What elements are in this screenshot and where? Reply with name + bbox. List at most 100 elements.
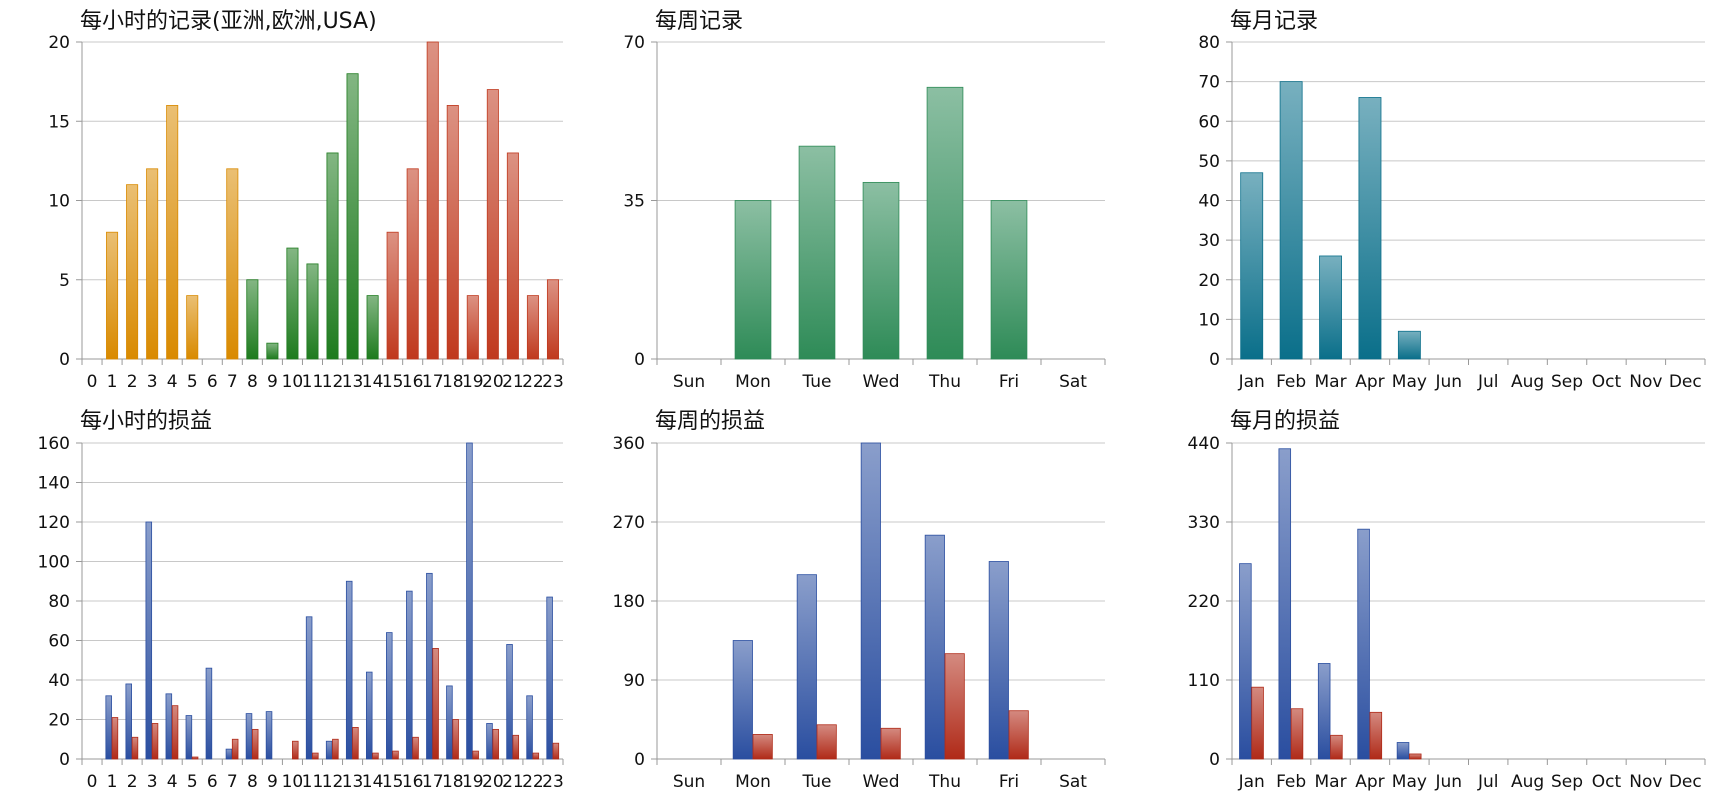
x-tick-label: 4 (167, 372, 178, 392)
x-tick-label: 23 (542, 372, 564, 392)
bar (386, 231, 399, 360)
x-tick-label: 20 (482, 772, 504, 792)
bar (506, 644, 513, 760)
bar (225, 748, 233, 760)
x-tick-label: May (1392, 772, 1427, 792)
x-tick-label: Wed (862, 772, 899, 792)
y-tick-label: 70 (623, 33, 645, 53)
x-tick-label: 2 (127, 372, 138, 392)
bar (251, 728, 259, 760)
x-tick-label: Sat (1059, 772, 1087, 792)
x-tick-label: 17 (422, 372, 444, 392)
x-tick-label: 15 (382, 372, 404, 392)
x-tick-label: Aug (1511, 772, 1544, 792)
bar (185, 715, 193, 760)
x-tick-label: Oct (1592, 372, 1622, 392)
bar (734, 200, 772, 360)
y-tick-label: 40 (1198, 192, 1220, 212)
y-tick-label: 360 (613, 434, 645, 454)
bar (1278, 448, 1292, 760)
bar (466, 295, 479, 360)
x-tick-label: 7 (227, 372, 238, 392)
x-tick-label: Feb (1276, 372, 1306, 392)
bar (1008, 710, 1029, 760)
bar (131, 736, 139, 760)
x-tick-label: 23 (542, 772, 564, 792)
bar (345, 580, 353, 760)
bar (486, 89, 499, 360)
bar (926, 86, 964, 360)
x-tick-label: 22 (522, 772, 544, 792)
bar (752, 734, 773, 760)
x-tick-label: Apr (1355, 772, 1384, 792)
x-tick-label: 21 (502, 372, 524, 392)
x-tick-label: Thu (928, 372, 961, 392)
bar (292, 740, 299, 760)
bar (125, 683, 132, 760)
x-tick-label: Mar (1315, 772, 1347, 792)
x-tick-label: 1 (107, 772, 118, 792)
x-tick-label: 6 (207, 772, 218, 792)
bar (151, 723, 159, 760)
x-tick-label: Thu (928, 772, 961, 792)
y-tick-label: 100 (38, 553, 70, 573)
x-tick-label: Mar (1315, 372, 1347, 392)
bar (880, 727, 901, 760)
bar (532, 752, 540, 760)
x-tick-label: 2 (127, 772, 138, 792)
x-tick-label: Sun (673, 372, 705, 392)
bar (924, 534, 945, 760)
y-tick-label: 120 (38, 513, 70, 533)
x-tick-label: 9 (267, 372, 278, 392)
x-tick-label: Jul (1477, 372, 1499, 392)
y-tick-label: 35 (623, 192, 645, 212)
y-tick-label: 220 (1188, 592, 1220, 612)
y-tick-label: 20 (48, 33, 70, 53)
bar (106, 231, 119, 360)
bar (126, 184, 139, 360)
bar (862, 181, 900, 360)
bar (392, 750, 399, 760)
bar (406, 590, 413, 760)
bar (432, 648, 439, 760)
bar (546, 596, 553, 760)
x-tick-label: 3 (147, 372, 158, 392)
chart-3: 每月记录 0 10 20 30 40 50 60 70 80 Jan Feb Mar Apr May Jun J… (1198, 9, 1706, 392)
x-tick-label: Nov (1629, 372, 1662, 392)
x-tick-label: 0 (87, 772, 98, 792)
x-tick-label: 11 (302, 372, 324, 392)
x-tick-label: 14 (362, 772, 384, 792)
bar (372, 752, 379, 760)
bar (265, 711, 273, 760)
chart-title: 每周记录 (655, 9, 743, 34)
bar (205, 667, 213, 760)
bar (486, 723, 493, 760)
y-tick-label: 330 (1188, 513, 1220, 533)
bar (1330, 734, 1343, 760)
bar (990, 200, 1028, 360)
bar (1408, 753, 1422, 760)
x-tick-label: 16 (402, 372, 424, 392)
x-tick-label: Sat (1059, 372, 1087, 392)
y-tick-label: 0 (1209, 750, 1220, 770)
x-tick-label: 18 (442, 772, 464, 792)
x-tick-label: 11 (302, 772, 324, 792)
x-tick-label: 22 (522, 372, 544, 392)
x-tick-label: Feb (1276, 772, 1306, 792)
y-tick-label: 80 (48, 592, 70, 612)
x-tick-label: 13 (342, 772, 364, 792)
bar (988, 561, 1009, 760)
y-tick-label: 0 (1209, 350, 1220, 370)
bar (145, 521, 153, 760)
x-tick-label: Sep (1551, 772, 1583, 792)
y-tick-label: 30 (1198, 231, 1220, 251)
bar (1396, 742, 1410, 760)
bar (816, 724, 837, 760)
bar (732, 640, 753, 760)
bar (1358, 97, 1382, 360)
y-tick-label: 40 (48, 671, 70, 691)
bar (166, 105, 179, 360)
chart-2: 每周记录 0 35 70 Sun Mon Tue Wed Thu Fri Sat (623, 9, 1106, 392)
x-tick-label: Fri (999, 372, 1019, 392)
x-tick-label: 0 (87, 372, 98, 392)
